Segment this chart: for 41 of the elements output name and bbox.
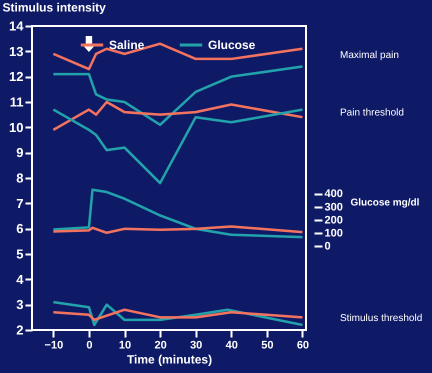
y-tick-label: 14 xyxy=(9,18,24,34)
text: Stimulus threshold xyxy=(340,312,422,324)
y2-tick-label: 100 xyxy=(324,228,343,240)
y2-tick-label: 0 xyxy=(324,240,331,253)
x-tick-label: 30 xyxy=(190,340,202,352)
line-series xyxy=(52,100,304,132)
x-tick-label: 40 xyxy=(226,340,238,352)
legend-label: Glucose xyxy=(208,38,256,52)
y-tick-label: 10 xyxy=(9,120,24,135)
y-tick-label: 11 xyxy=(10,94,24,110)
x-tick-label: 10 xyxy=(118,340,132,352)
line-series xyxy=(52,108,304,184)
x-tick-label: 60 xyxy=(296,340,310,352)
line-series xyxy=(52,225,304,234)
y-tick-label: 12 xyxy=(9,69,24,84)
text: Maximal pain xyxy=(340,50,399,61)
y2-tick-label: 400 xyxy=(324,188,343,200)
y-tick-label: 4 xyxy=(16,272,24,287)
y-tick-label: 6 xyxy=(16,221,24,236)
y2-tick-label: 300 xyxy=(324,201,343,214)
y-axis-title: Stimulus intensity xyxy=(2,0,106,14)
x-tick-label: 20 xyxy=(154,340,167,352)
legend-label: Saline xyxy=(109,38,145,52)
x-tick-label: 50 xyxy=(261,340,274,352)
x-tick-label: 0 xyxy=(86,340,92,352)
x-axis-title: Time (minutes) xyxy=(126,352,212,366)
y2-tick-label: 200 xyxy=(324,214,343,226)
y-tick-label: 7 xyxy=(16,196,24,211)
x-tick-label: −10 xyxy=(44,340,64,352)
y-tick-label: 2 xyxy=(16,322,24,338)
line-series xyxy=(52,42,304,70)
line-series xyxy=(52,188,304,238)
y2-axis-title: Glucose mg/dl xyxy=(350,197,420,208)
text: Pain threshold xyxy=(340,108,404,119)
y-tick-label: 9 xyxy=(16,145,24,160)
line-series xyxy=(52,65,304,126)
line-series xyxy=(52,308,304,322)
y-tick-label: 8 xyxy=(16,170,24,186)
y-tick-label: 5 xyxy=(16,246,24,262)
y-tick-label: 13 xyxy=(9,44,24,59)
y-tick-label: 3 xyxy=(16,297,24,312)
